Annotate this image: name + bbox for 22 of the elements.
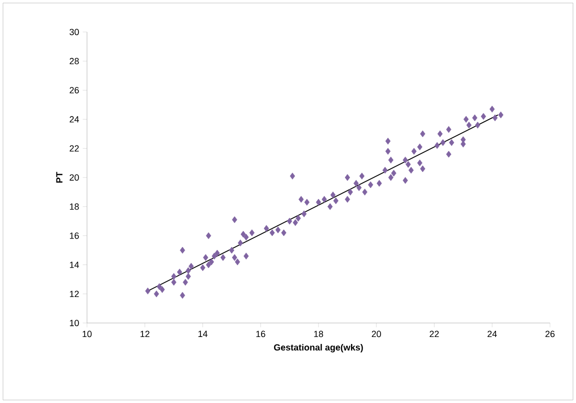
x-tick-label: 12 (140, 330, 150, 338)
x-tick-label: 22 (430, 330, 439, 338)
y-tick-label: 12 (70, 290, 79, 298)
x-tick-label: 24 (488, 330, 497, 338)
y-axis-title: PT (56, 172, 62, 183)
y-tick-label: 22 (70, 145, 79, 152)
x-tick-label: 20 (372, 330, 382, 338)
y-tick-label: 16 (70, 232, 79, 239)
x-tick-label: 14 (198, 330, 208, 337)
y-tick-label: 20 (70, 174, 79, 181)
y-tick-label: 24 (70, 116, 79, 122)
y-tick-label: 14 (70, 262, 79, 268)
x-tick-label: 26 (545, 330, 555, 338)
y-tick-label: 30 (70, 28, 79, 36)
y-tick-label: 18 (70, 203, 79, 210)
y-tick-label: 26 (70, 87, 79, 94)
y-tick-label: 10 (70, 320, 79, 326)
x-tick-label: 10 (82, 330, 92, 338)
x-axis-title: Gestational age(wks) (274, 344, 363, 352)
x-tick-label: 18 (314, 330, 324, 338)
y-tick-label: 28 (70, 58, 79, 64)
x-tick-label: 16 (256, 330, 266, 338)
